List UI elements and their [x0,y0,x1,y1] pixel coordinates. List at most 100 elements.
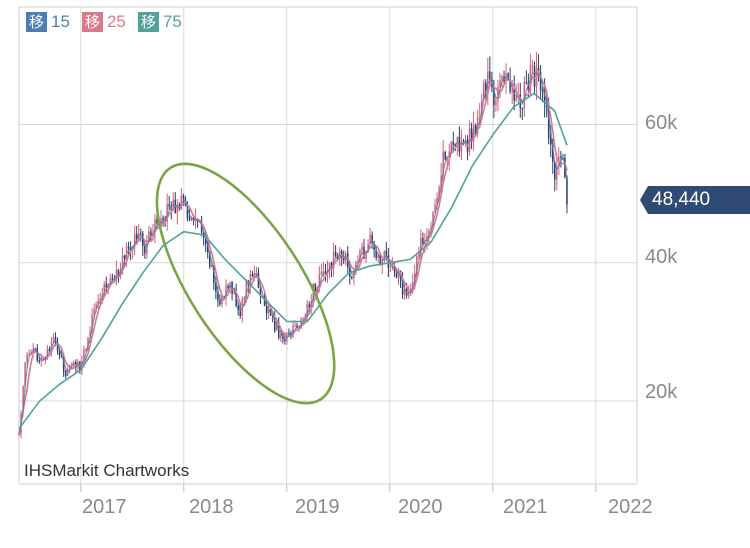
legend-ma75-period: 75 [162,12,182,31]
candle-body [359,250,361,262]
candle-body [387,255,390,268]
candle-body [541,90,544,92]
candle-body [166,204,168,222]
candle-body [233,292,235,294]
x-tick-label-2019: 2019 [295,496,340,518]
candle-body [551,144,554,162]
candle-body [478,116,481,118]
candle-body [290,333,292,338]
candle-body [497,87,499,101]
candle-body [539,72,542,91]
candle-body [407,293,410,296]
candle-body [379,255,382,265]
legend-ma25-period: 25 [106,12,126,31]
candle-body [111,278,114,280]
candle-body [81,361,83,371]
candle-body [525,81,528,83]
candle-body [103,283,105,295]
candle-body [125,246,128,259]
candle-body [383,251,386,261]
last-price-badge: 48,440 [640,186,750,214]
candle-body [495,100,497,106]
candle-body [200,221,203,233]
candle-body [245,281,248,298]
candle-body [428,229,430,236]
x-tick-label-2022: 2022 [608,496,653,518]
candle-body [64,371,67,377]
candle-body [300,318,302,329]
candle-body [367,243,369,252]
candle-body [225,285,227,299]
candle-body [357,261,359,263]
candle-body [215,282,217,292]
candle-body [34,348,36,350]
candle-body [426,235,428,241]
candle-body [316,287,319,295]
candle-body [432,211,434,229]
candle-body [554,161,556,180]
ma75-line [18,92,568,430]
plot-frame [18,6,638,485]
candle-body [206,243,209,253]
candle-body [152,233,154,236]
candle-body [117,269,120,277]
candle-body [87,337,89,350]
candle-body [535,67,538,87]
candle-body [332,251,335,269]
candle-body [519,94,522,109]
x-tick-label-2017: 2017 [82,496,127,518]
candle-body [294,325,296,327]
candle-body [322,271,325,273]
candle-body [523,81,526,109]
candle-body [24,362,26,387]
candle-body [369,235,371,244]
candle-body [28,353,30,355]
candle-body [275,323,278,331]
candle-body [434,204,436,212]
candle-body [521,108,524,110]
candle-body [142,233,144,247]
highlight-ellipse [155,162,336,405]
candle-body [148,231,150,241]
candle-body [416,255,418,274]
candle-body [462,140,465,142]
candle-body [26,354,28,363]
candle-body [267,308,270,314]
candle-body [182,195,185,198]
candle-body [95,304,97,309]
candle-body [271,315,274,317]
candle-body [105,283,108,288]
candle-body [302,317,304,319]
candle-body [308,304,310,308]
candle-body [450,141,453,152]
candle-body [288,332,290,334]
candle-body [513,90,515,101]
ma15-line [18,72,568,435]
candle-body [156,219,158,224]
candle-body [389,267,392,269]
candle-body [361,246,363,251]
candle-body [243,297,246,299]
candle-body [58,350,61,356]
candle-body [373,242,375,251]
candle-body [409,288,412,294]
y-tick-label-40k: 40k [645,246,678,268]
candle-body [320,271,323,275]
candle-body [123,255,126,259]
candle-body [312,283,315,302]
legend: 移 15 移 25 移 75 [26,12,182,32]
ma25-line [18,69,568,435]
legend-ma75: 移 75 [137,12,182,32]
candle-body [127,246,130,248]
candle-body [515,96,517,101]
candle-body [239,310,241,316]
candle-body [482,82,485,100]
candle-body [438,187,440,198]
candle-body [452,141,455,145]
candle-body [493,86,495,106]
candle-body [140,232,142,234]
candle-body [235,292,237,306]
candle-body [371,235,373,243]
candle-body [328,263,331,270]
